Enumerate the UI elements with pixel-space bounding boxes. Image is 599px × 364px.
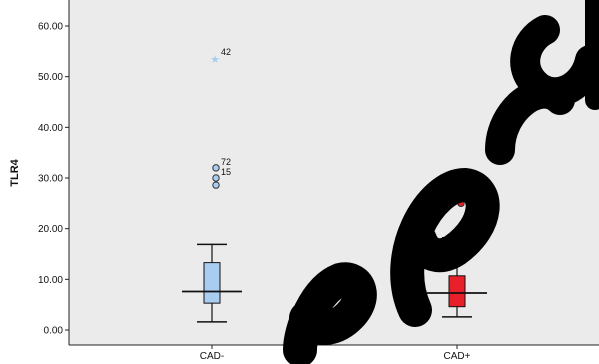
- outlier-circle: [212, 164, 220, 172]
- x-tick-label: CAD+: [444, 351, 471, 362]
- x-tick-label: CAD-: [200, 351, 224, 362]
- box-cad: [448, 275, 466, 308]
- outlier-circle: [457, 199, 465, 208]
- plot-area: [69, 0, 599, 345]
- x-ticks: CAD- CAD+: [200, 345, 471, 362]
- y-ticks: 0.00 10.00 20.00 30.00 40.00 50.00 60.00: [38, 22, 69, 337]
- outlier-label: 72: [221, 157, 231, 167]
- y-tick-label: 30.00: [38, 174, 63, 185]
- outlier-label: 15: [221, 167, 231, 177]
- box-cad: [203, 262, 221, 304]
- outlier-star: ★: [210, 54, 220, 66]
- y-axis-title: TLR4: [9, 158, 21, 186]
- y-tick-label: 0.00: [44, 326, 64, 337]
- outlier-circle: [212, 174, 220, 182]
- y-tick-label: 10.00: [38, 275, 63, 286]
- outlier-circle: [212, 181, 220, 189]
- y-tick-label: 60.00: [38, 22, 63, 33]
- outlier-label: 38: [466, 187, 476, 197]
- outlier-label: 42: [221, 47, 231, 57]
- y-tick-label: 20.00: [38, 224, 63, 235]
- y-tick-label: 50.00: [38, 72, 63, 83]
- y-tick-label: 40.00: [38, 123, 63, 134]
